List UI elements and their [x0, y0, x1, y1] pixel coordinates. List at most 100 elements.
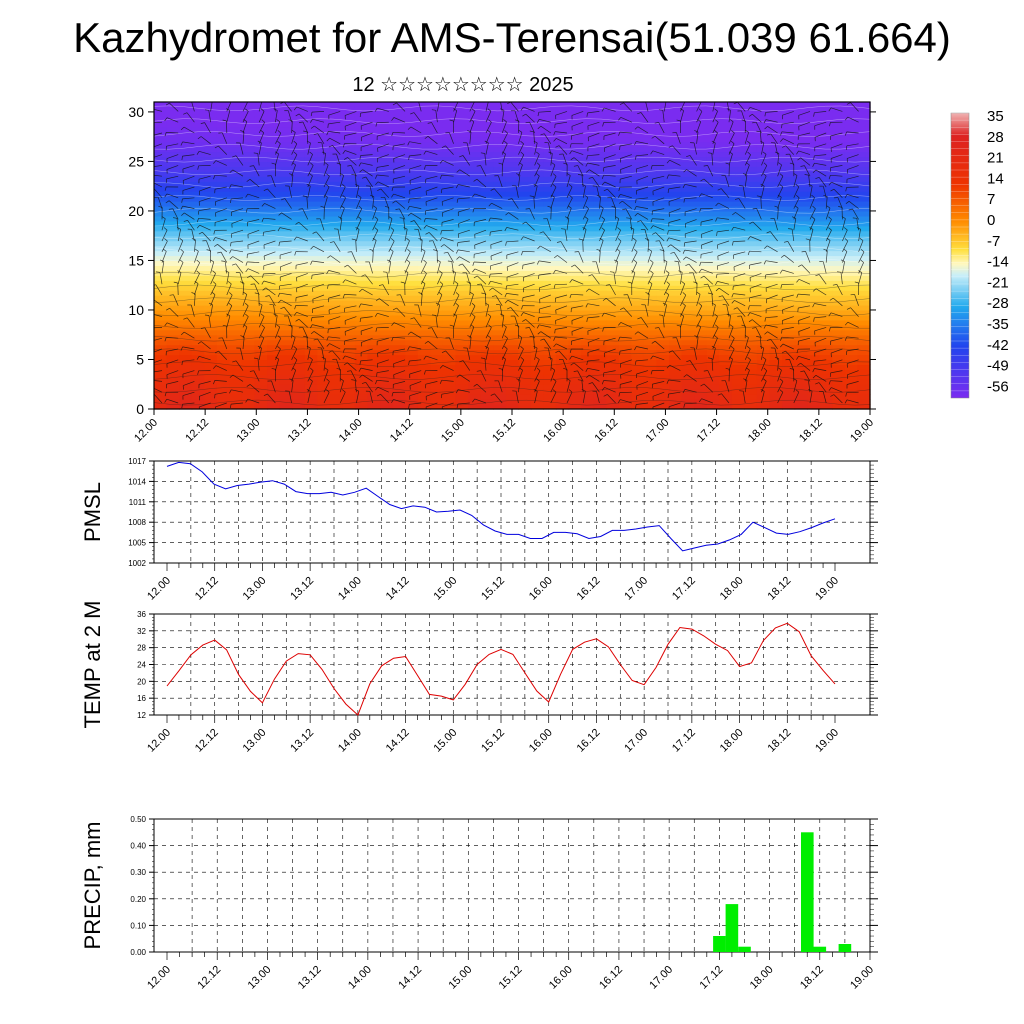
wind-barb-flag: [472, 193, 475, 198]
heatmap-cell: [254, 201, 268, 207]
heatmap-cell: [618, 349, 632, 356]
heatmap-cell: [304, 354, 318, 361]
wind-barb-flag: [501, 151, 506, 155]
wind-barb: [257, 358, 260, 371]
wind-barb: [425, 218, 438, 220]
heatmap-cell: [354, 196, 369, 202]
heatmap-cell: [555, 354, 570, 361]
wind-barb: [507, 299, 519, 307]
heatmap-cell: [618, 339, 632, 346]
heatmap-cell: [480, 191, 494, 197]
heatmap-cell: [593, 309, 607, 316]
heatmap-cell: [455, 250, 469, 257]
heatmap-cell: [430, 121, 444, 128]
heatmap-cell: [606, 300, 620, 306]
heatmap-cell: [468, 329, 482, 336]
heatmap-cell: [618, 384, 632, 390]
heatmap-cell: [807, 275, 821, 281]
heatmap-cell: [631, 171, 645, 177]
heatmap-cell: [844, 265, 859, 271]
heatmap-cell: [832, 290, 846, 296]
heatmap-cell: [731, 300, 745, 306]
wind-barb: [372, 230, 379, 242]
wind-barb: [404, 272, 409, 285]
heatmap-cell: [694, 191, 708, 197]
wind-barb-flag: [213, 160, 217, 164]
heatmap-cell: [154, 379, 168, 385]
heatmap-cell: [493, 196, 507, 202]
heatmap-cell: [669, 116, 683, 123]
wind-barb: [296, 311, 308, 317]
wind-barb-flag: [303, 130, 308, 133]
heatmap-cell: [669, 329, 683, 336]
wind-barb: [425, 402, 438, 408]
heatmap-cell: [367, 156, 381, 163]
heatmap-cell: [631, 270, 645, 276]
heatmap-cell: [631, 290, 645, 296]
wind-barb: [339, 208, 345, 220]
heatmap-cell: [631, 265, 645, 271]
heatmap-cell: [342, 275, 356, 281]
wind-barb-flag: [232, 360, 237, 363]
wind-barb: [166, 175, 179, 180]
wind-barb-flag: [183, 317, 188, 320]
wind-barb-flag: [326, 336, 329, 341]
heatmap-cell: [631, 250, 645, 257]
wind-barb: [345, 279, 357, 285]
heatmap-cell: [756, 270, 771, 276]
heatmap-cell: [744, 374, 758, 380]
heatmap-cell: [744, 106, 758, 113]
heatmap-cell: [606, 359, 620, 366]
heatmap-cell: [442, 344, 457, 351]
heatmap-cell: [631, 225, 645, 232]
wind-barb: [495, 295, 503, 306]
heatmap-cell: [342, 116, 356, 123]
wind-barb-flag: [439, 365, 444, 369]
heatmap-cell: [254, 106, 268, 113]
heatmap-cell: [530, 290, 544, 296]
heatmap-cell: [166, 270, 180, 276]
heatmap-cell: [317, 111, 331, 118]
heatmap-cell: [832, 295, 846, 301]
heatmap-cell: [417, 171, 431, 177]
wind-barb-flag: [471, 313, 476, 317]
heatmap-cell: [731, 399, 745, 405]
wind-barb: [298, 221, 309, 231]
heatmap-cell: [216, 186, 230, 192]
heatmap-cell: [204, 121, 218, 128]
wind-barb-flag: [456, 374, 461, 378]
heatmap-cell: [191, 225, 205, 232]
heatmap-cell: [794, 181, 808, 187]
heatmap-cell: [756, 176, 771, 182]
wind-barb: [356, 391, 360, 404]
wind-barb-flag: [261, 324, 265, 328]
heatmap-cell: [681, 225, 695, 232]
heatmap-cell: [656, 339, 670, 346]
heatmap-cell: [493, 295, 507, 301]
heatmap-cell: [241, 220, 256, 227]
heatmap-cell: [493, 186, 507, 192]
heatmap-cell: [581, 270, 595, 276]
heatmap-cell: [593, 290, 607, 296]
heatmap-cell: [807, 394, 821, 400]
heatmap-cell: [807, 225, 821, 232]
wind-barb: [154, 121, 163, 124]
heatmap-cell: [819, 116, 833, 123]
heatmap-cell: [179, 191, 193, 197]
wind-barb-flag: [536, 119, 540, 124]
heatmap-cell: [543, 364, 557, 370]
heatmap-cell: [669, 255, 683, 262]
heatmap-cell: [342, 201, 356, 207]
heatmap-cell: [719, 196, 733, 202]
heatmap-cell: [279, 156, 293, 163]
heatmap-cell: [505, 339, 519, 346]
heatmap-cell: [179, 181, 193, 187]
heatmap-cell: [857, 102, 871, 108]
heatmap-cell: [844, 384, 859, 390]
heatmap-cell: [204, 369, 218, 375]
wind-barb: [291, 380, 294, 393]
heatmap-cell: [329, 245, 344, 252]
heatmap-cell: [593, 161, 607, 167]
wind-barb: [432, 240, 438, 252]
heatmap-cell: [468, 354, 482, 361]
